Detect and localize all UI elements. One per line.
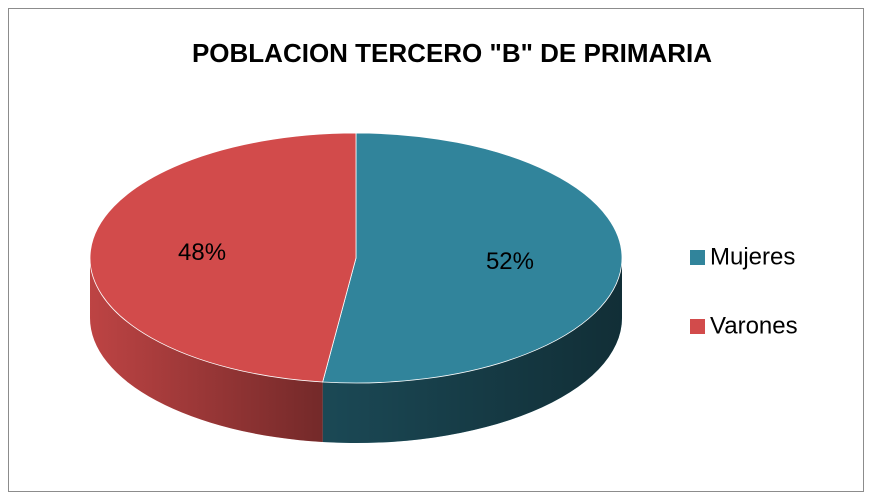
slice <box>89 132 357 383</box>
data-label: 52% <box>486 248 534 275</box>
slice-side-shade <box>90 258 323 443</box>
legend-label: Varones <box>710 312 798 339</box>
legend-swatch <box>690 319 705 334</box>
data-label: 48% <box>178 239 226 266</box>
slice <box>322 132 623 384</box>
chart-title: POBLACION TERCERO "B" DE PRIMARIA <box>192 38 712 68</box>
slice-side-shade <box>322 258 622 443</box>
legend-swatch <box>690 250 705 265</box>
legend-label: Mujeres <box>710 243 795 270</box>
